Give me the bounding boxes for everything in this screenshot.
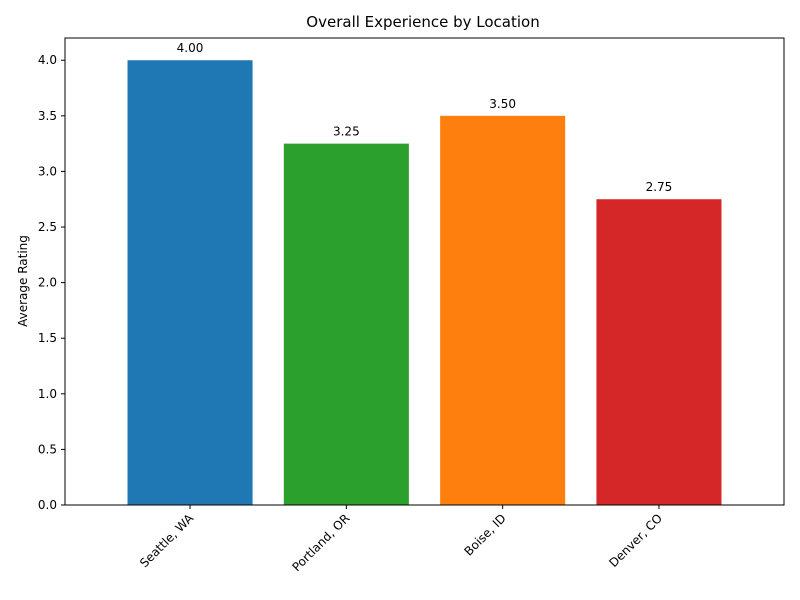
axes-frame bbox=[64, 37, 785, 506]
bar bbox=[127, 60, 253, 505]
chart-title: Overall Experience by Location bbox=[306, 13, 539, 31]
y-tick-label: 0.5 bbox=[38, 442, 57, 456]
data-label: 4.00 bbox=[177, 41, 204, 55]
x-tick-label: Portland, OR bbox=[289, 511, 352, 574]
data-label: 3.25 bbox=[333, 125, 360, 139]
bar bbox=[596, 199, 722, 505]
y-tick-label: 2.5 bbox=[38, 220, 57, 234]
y-axis-label: Average Rating bbox=[16, 235, 30, 327]
data-label: 3.50 bbox=[489, 97, 516, 111]
x-tick-label: Boise, ID bbox=[461, 511, 508, 558]
y-tick-label: 1.0 bbox=[38, 387, 57, 401]
bar bbox=[440, 115, 566, 505]
y-tick-label: 2.0 bbox=[38, 276, 57, 290]
x-tick-label: Seattle, WA bbox=[137, 511, 197, 571]
x-tick-label: Denver, CO bbox=[606, 511, 665, 570]
bar bbox=[283, 143, 409, 505]
y-tick-label: 0.0 bbox=[38, 498, 57, 512]
y-tick-label: 3.5 bbox=[38, 109, 57, 123]
data-label: 2.75 bbox=[646, 180, 673, 194]
y-tick-label: 3.0 bbox=[38, 164, 57, 178]
plot-area: 0.0 0.5 1.0 1.5 2.0 2.5 3.0 3.5 4.0 4.00 Seattle, … bbox=[38, 37, 785, 574]
y-tick-label: 4.0 bbox=[38, 53, 57, 67]
y-tick-label: 1.5 bbox=[38, 331, 57, 345]
